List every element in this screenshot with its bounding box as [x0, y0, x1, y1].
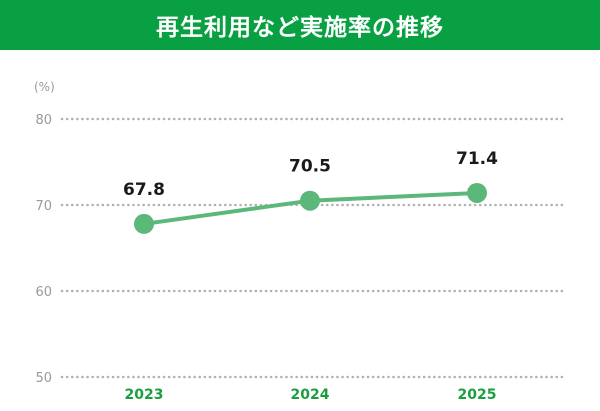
grid-layer — [60, 117, 567, 379]
data-labels: 67.8 70.5 71.4 — [123, 149, 498, 200]
data-label: 71.4 — [456, 149, 498, 169]
data-point — [134, 213, 154, 234]
data-points — [134, 182, 487, 234]
x-tick-labels: 2023 2024 2025 — [125, 387, 497, 403]
x-tick-label: 2024 — [291, 387, 330, 403]
y-tick-label: 60 — [35, 285, 52, 300]
title-bar: 再生利用など実施率の推移 — [0, 0, 600, 50]
chart-title: 再生利用など実施率の推移 — [156, 15, 444, 41]
data-point — [467, 182, 487, 203]
data-point — [300, 190, 320, 211]
x-tick-label: 2025 — [458, 387, 497, 403]
y-tick-label: 70 — [35, 199, 52, 214]
x-tick-label: 2023 — [125, 387, 164, 403]
y-tick-label: 80 — [35, 113, 52, 128]
data-label: 70.5 — [289, 157, 331, 177]
y-tick-label: 50 — [35, 371, 52, 386]
data-label: 67.8 — [123, 180, 165, 200]
y-tick-labels: 50 60 70 80 — [35, 113, 52, 386]
y-axis-unit-label: (%) — [34, 80, 55, 94]
